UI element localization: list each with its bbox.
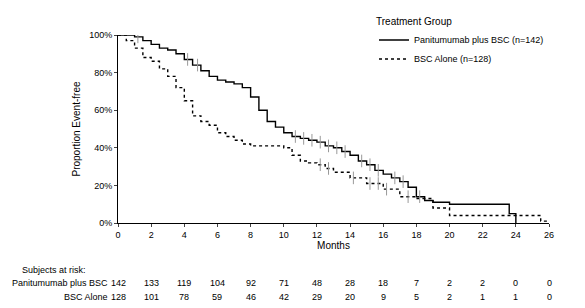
svg-text:10: 10 [279,230,289,240]
svg-text:24: 24 [511,230,521,240]
svg-text:20%: 20% [94,181,112,191]
svg-text:29: 29 [312,292,322,302]
svg-text:142: 142 [111,278,126,288]
svg-text:14: 14 [345,230,355,240]
svg-text:128: 128 [111,292,126,302]
svg-text:18: 18 [378,278,388,288]
svg-text:1: 1 [480,292,485,302]
svg-text:92: 92 [246,278,256,288]
svg-text:71: 71 [279,278,289,288]
svg-text:48: 48 [312,278,322,288]
svg-text:100%: 100% [89,30,112,40]
svg-text:Treatment Group: Treatment Group [376,16,452,27]
svg-text:0: 0 [115,230,120,240]
svg-text:8: 8 [248,230,253,240]
svg-text:Proportion Event-free: Proportion Event-free [71,81,82,176]
svg-text:20: 20 [345,292,355,302]
svg-text:46: 46 [246,292,256,302]
svg-text:80%: 80% [94,68,112,78]
svg-text:2: 2 [447,278,452,288]
svg-text:4: 4 [182,230,187,240]
svg-text:20: 20 [445,230,455,240]
svg-text:0: 0 [547,292,552,302]
svg-text:78: 78 [179,292,189,302]
svg-text:22: 22 [478,230,488,240]
svg-text:5: 5 [414,292,419,302]
svg-text:2: 2 [447,292,452,302]
svg-text:0: 0 [547,278,552,288]
svg-text:18: 18 [411,230,421,240]
svg-text:12: 12 [312,230,322,240]
svg-text:26: 26 [544,230,554,240]
svg-text:101: 101 [144,292,159,302]
svg-text:7: 7 [414,278,419,288]
svg-text:59: 59 [212,292,222,302]
svg-text:Panitumumab plus BSC: Panitumumab plus BSC [12,278,108,288]
svg-text:0: 0 [513,278,518,288]
svg-text:0%: 0% [99,218,112,228]
svg-text:9: 9 [381,292,386,302]
svg-text:40%: 40% [94,143,112,153]
svg-text:28: 28 [345,278,355,288]
svg-text:60%: 60% [94,105,112,115]
svg-text:BSC Alone: BSC Alone [64,292,108,302]
svg-text:BSC Alone (n=128): BSC Alone (n=128) [414,54,491,64]
svg-text:6: 6 [215,230,220,240]
svg-text:133: 133 [144,278,159,288]
svg-text:119: 119 [177,278,191,288]
svg-text:Months: Months [317,240,350,251]
svg-text:1: 1 [513,292,518,302]
svg-text:104: 104 [210,278,225,288]
svg-text:Subjects at risk:: Subjects at risk: [22,265,86,275]
svg-text:Panitumumab plus BSC (n=142): Panitumumab plus BSC (n=142) [414,35,543,45]
svg-text:2: 2 [149,230,154,240]
svg-text:2: 2 [480,278,485,288]
svg-text:16: 16 [378,230,388,240]
svg-text:42: 42 [279,292,289,302]
